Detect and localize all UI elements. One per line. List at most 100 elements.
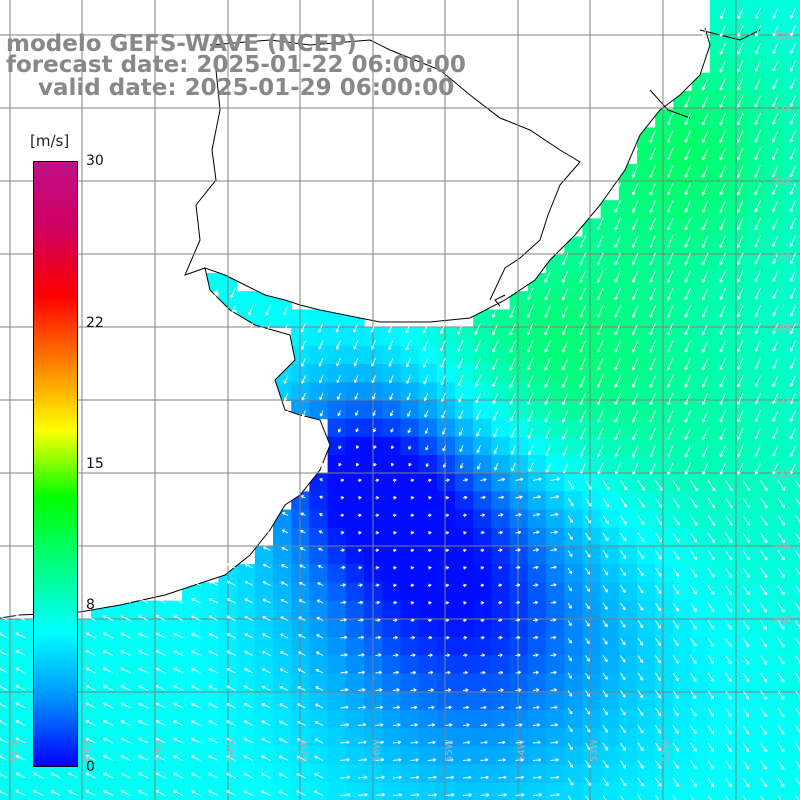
wind-arrow — [755, 375, 761, 387]
field-cell — [382, 382, 401, 401]
field-cell — [491, 655, 511, 674]
wind-arrow — [737, 60, 744, 73]
field-cell — [491, 637, 511, 656]
wind-arrow — [655, 742, 662, 752]
wind-arrow — [637, 567, 644, 577]
wind-arrow-head — [568, 659, 572, 662]
field-cell — [254, 600, 274, 620]
wind-arrow — [702, 147, 709, 161]
wind-arrow — [772, 130, 779, 143]
wind-arrow-head — [745, 749, 750, 753]
wind-arrow — [790, 322, 796, 334]
wind-arrow-head — [446, 619, 450, 623]
wind-arrow — [755, 60, 761, 72]
field-cell — [764, 691, 784, 711]
wind-arrow-head — [746, 610, 750, 613]
field-cell — [0, 764, 19, 784]
field-cell — [764, 728, 784, 747]
wind-arrow — [602, 742, 609, 751]
wind-arrow-head — [659, 505, 663, 508]
field-cell — [309, 746, 329, 765]
wind-arrow-head — [536, 549, 539, 552]
wind-arrow-head — [710, 784, 714, 787]
wind-arrow — [795, 690, 800, 699]
wind-arrow — [737, 305, 744, 317]
wind-arrow-head — [781, 540, 785, 544]
field-cell — [746, 72, 765, 92]
wind-arrow-head — [428, 532, 432, 535]
wind-arrow — [684, 200, 691, 213]
wind-arrow — [357, 794, 368, 796]
wind-arrow — [138, 615, 149, 621]
field-cell — [527, 709, 547, 729]
field-cell — [273, 655, 292, 674]
field-cell — [527, 291, 547, 310]
wind-arrow-head — [555, 759, 559, 762]
field-cell — [345, 709, 365, 729]
field-cell — [91, 746, 110, 765]
field-cell — [637, 145, 656, 165]
wind-arrow — [424, 392, 429, 401]
field-cell — [127, 673, 147, 693]
wind-arrow — [263, 563, 271, 569]
wind-arrow-head — [746, 575, 750, 578]
wind-arrow-head — [711, 575, 715, 578]
wind-arrow-head — [605, 783, 609, 787]
field-cell — [291, 345, 310, 365]
field-cell — [709, 291, 729, 310]
wind-arrow — [550, 654, 557, 656]
wind-arrow — [725, 602, 732, 613]
field-cell — [491, 782, 511, 800]
field-cell — [691, 382, 711, 401]
field-cell — [509, 309, 529, 329]
wind-arrow-head — [553, 636, 557, 640]
field-cell — [327, 382, 347, 401]
wind-arrow-head — [393, 584, 397, 588]
field-cell — [546, 291, 565, 310]
longitude-label: 57W — [299, 739, 310, 762]
wind-arrow-head — [553, 671, 557, 675]
field-cell — [764, 400, 784, 420]
field-cell — [764, 618, 784, 638]
wind-arrow — [155, 720, 166, 726]
field-cell — [491, 618, 511, 638]
wind-arrow — [790, 112, 796, 125]
wind-arrow — [85, 755, 96, 761]
wind-arrow-head — [641, 522, 645, 525]
field-cell — [582, 218, 602, 238]
field-cell — [673, 473, 693, 492]
wind-arrow — [263, 529, 271, 534]
wind-arrow — [208, 650, 219, 656]
field-cell — [418, 764, 438, 784]
wind-arrow — [509, 392, 516, 405]
field-cell — [709, 527, 729, 547]
field-cell — [637, 728, 656, 747]
wind-arrow-head — [568, 589, 572, 592]
forecast-date: forecast date: 2025-01-22 06:00:00 — [6, 52, 466, 78]
field-cell — [309, 564, 329, 583]
field-cell — [600, 491, 620, 511]
field-cell — [600, 436, 620, 456]
wind-arrow — [655, 620, 661, 629]
field-cell — [746, 527, 765, 547]
wind-arrow — [299, 564, 306, 569]
wind-arrow — [755, 462, 761, 475]
wind-arrow-head — [711, 523, 715, 526]
field-cell — [655, 436, 674, 456]
wind-arrow-head — [604, 659, 608, 663]
wind-arrow — [279, 668, 289, 674]
wind-arrow-head — [518, 514, 522, 517]
wind-arrow — [497, 706, 505, 709]
field-cell — [546, 509, 565, 529]
wind-arrow-head — [481, 637, 485, 640]
wind-arrow — [632, 340, 639, 353]
wind-arrow — [772, 410, 779, 422]
wind-arrow — [138, 632, 149, 639]
wind-arrow-head — [446, 549, 450, 553]
wind-arrow — [667, 252, 674, 266]
field-cell — [109, 728, 128, 747]
wind-arrow — [725, 690, 732, 700]
field-cell — [691, 145, 711, 165]
wind-arrow — [579, 287, 586, 301]
field-cell — [473, 491, 492, 511]
